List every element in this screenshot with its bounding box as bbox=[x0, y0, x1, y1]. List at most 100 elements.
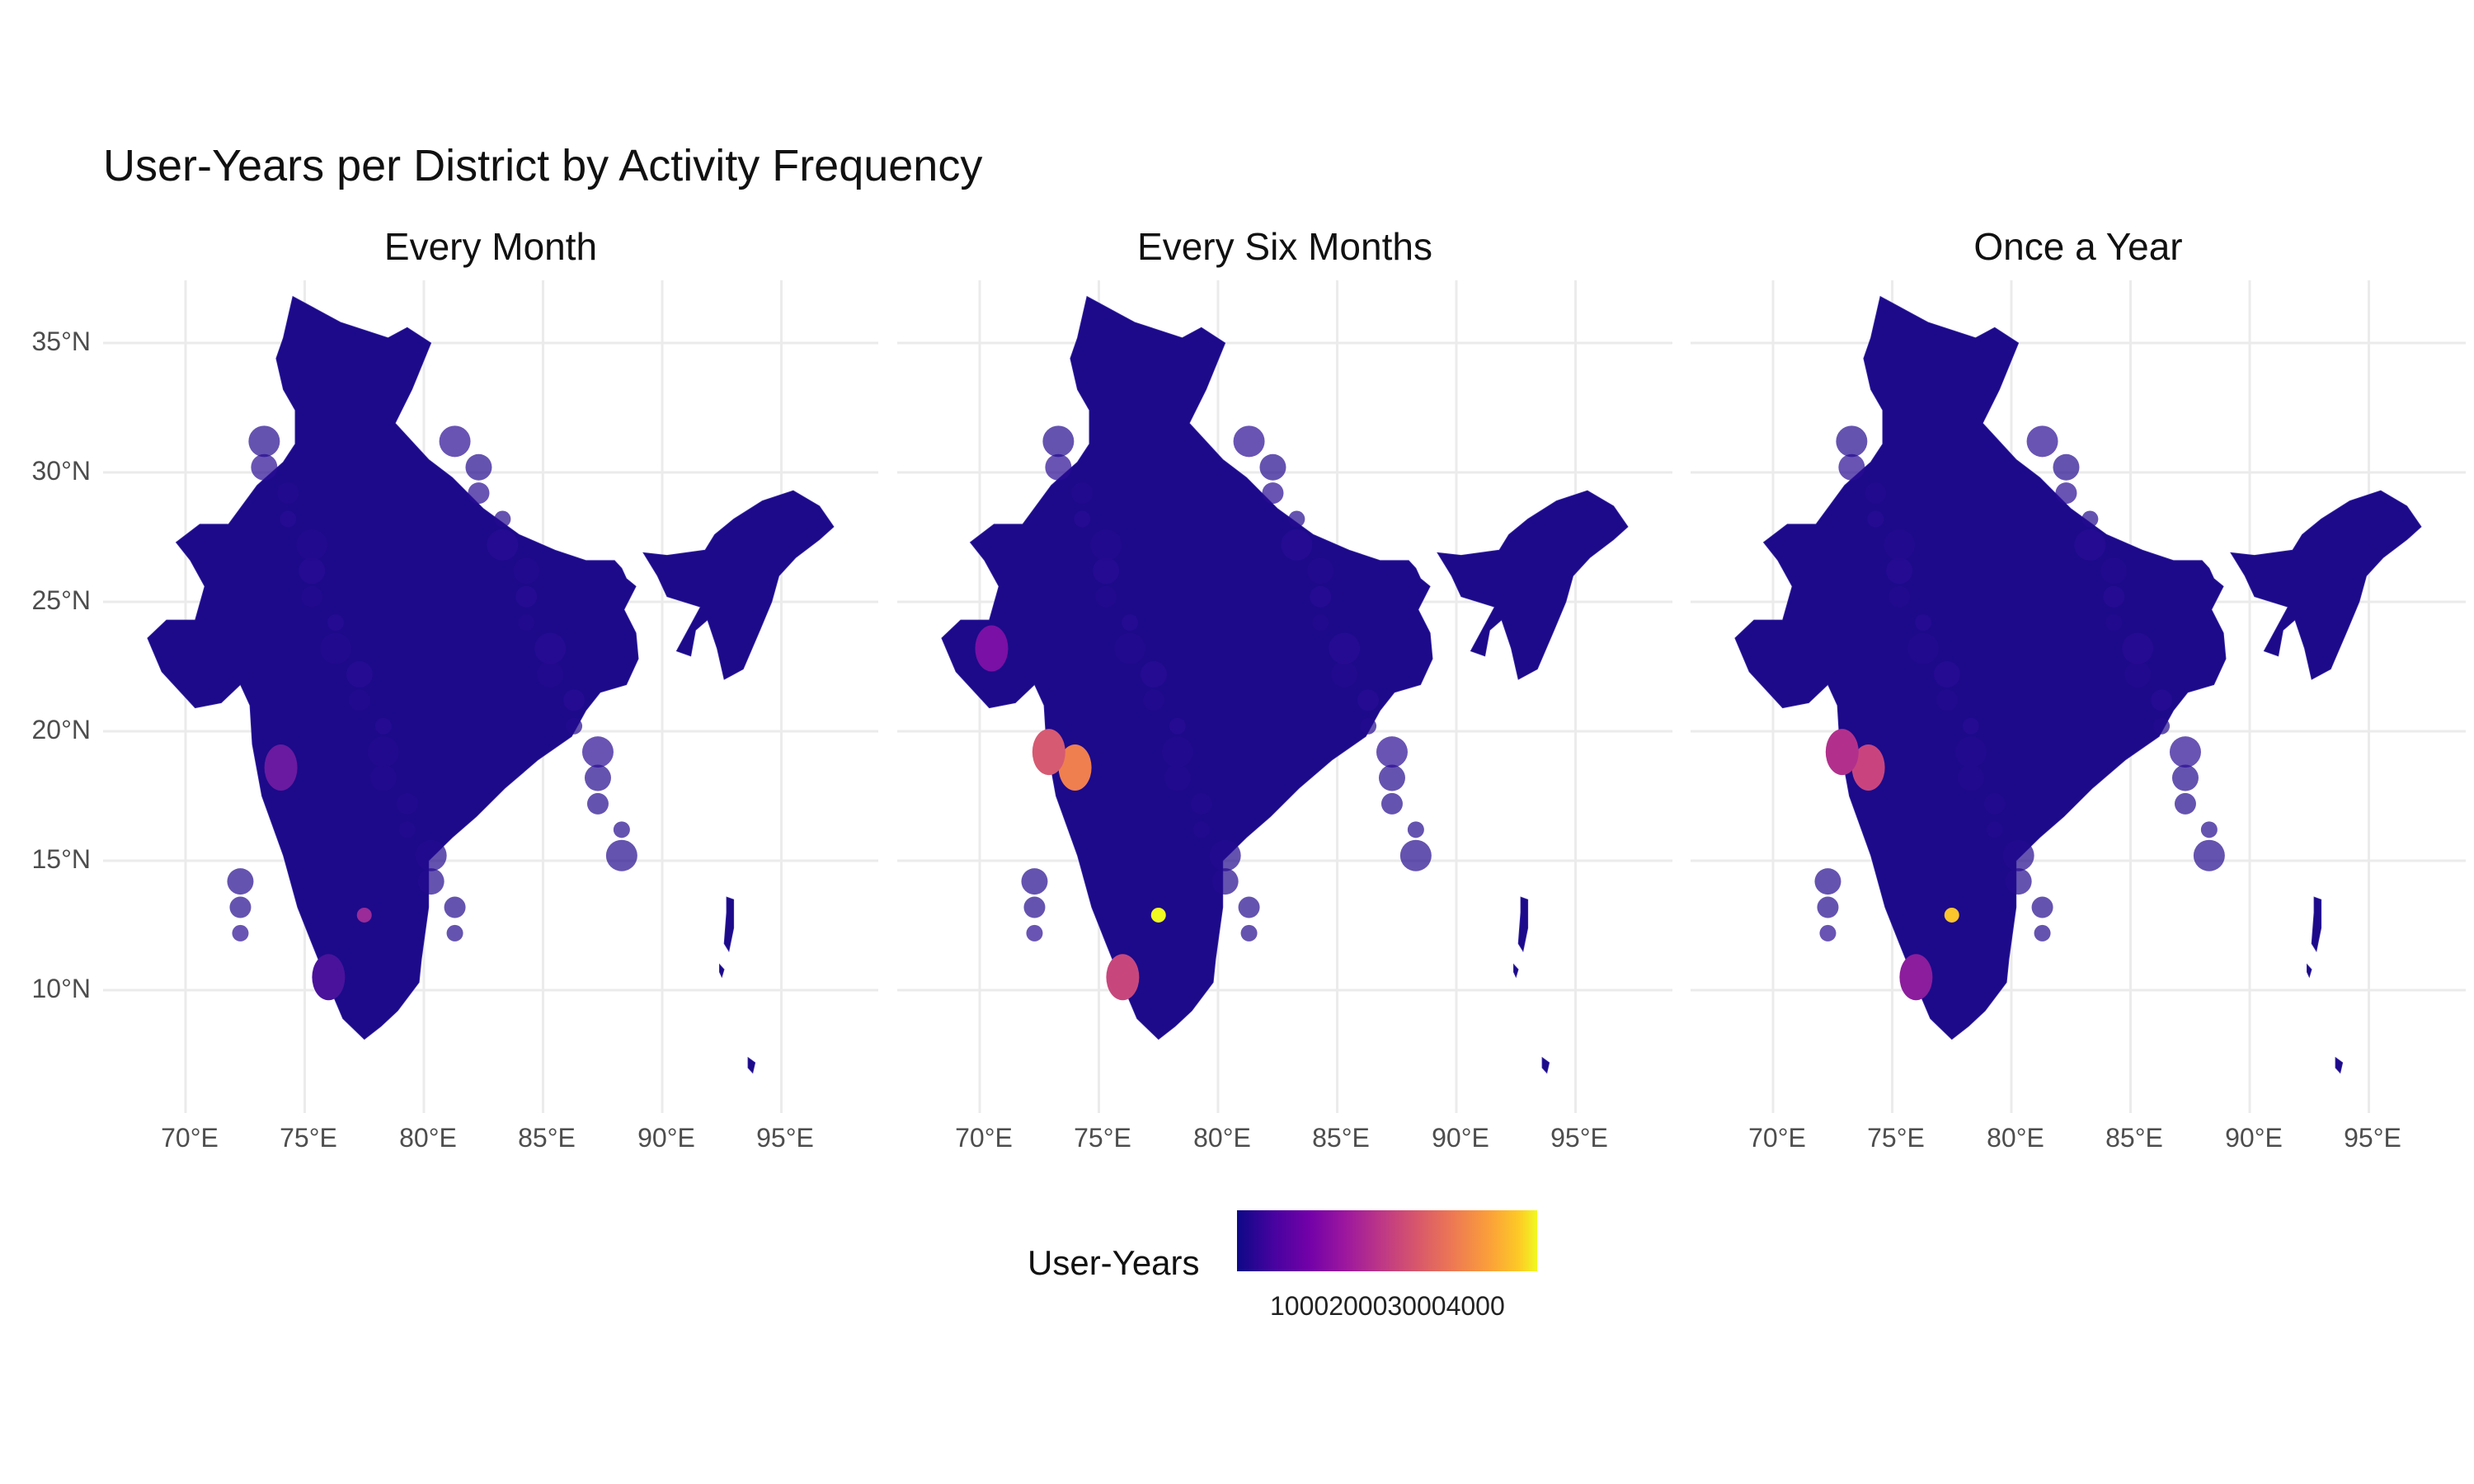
district-shade bbox=[346, 660, 373, 688]
district-shade bbox=[2081, 510, 2099, 528]
x-tick-label: 80°E bbox=[1987, 1123, 2044, 1153]
district-hotspot bbox=[975, 625, 1009, 672]
district-shade bbox=[1819, 924, 1837, 942]
district-shade bbox=[2002, 839, 2034, 871]
andaman-islands bbox=[1517, 896, 1529, 952]
x-tick-label: 90°E bbox=[2225, 1123, 2283, 1153]
district-shade bbox=[1122, 614, 1139, 632]
district-hotspot bbox=[356, 907, 372, 923]
india-mainland bbox=[941, 295, 1433, 1040]
district-shade bbox=[369, 764, 397, 791]
district-shade bbox=[605, 839, 637, 871]
facet-title-once-a-year: Once a Year bbox=[1973, 225, 2183, 268]
district-shade bbox=[2103, 585, 2125, 608]
andaman-islands bbox=[2307, 963, 2312, 979]
andaman-islands bbox=[1541, 1056, 1550, 1074]
district-shade bbox=[1884, 528, 1916, 561]
district-shade bbox=[468, 482, 490, 505]
x-tick-label: 85°E bbox=[518, 1123, 576, 1153]
district-hotspot bbox=[264, 744, 298, 791]
district-shade bbox=[563, 689, 586, 711]
district-shade bbox=[280, 510, 297, 528]
district-shade bbox=[2055, 482, 2077, 505]
district-shade bbox=[1915, 614, 1932, 632]
district-shade bbox=[2151, 689, 2173, 711]
district-shade bbox=[1983, 792, 2006, 815]
district-hotspot bbox=[1825, 729, 1859, 776]
district-shade bbox=[1376, 736, 1408, 768]
district-shade bbox=[2171, 764, 2199, 791]
district-shade bbox=[1307, 557, 1334, 585]
district-shade bbox=[1161, 736, 1193, 768]
district-shade bbox=[586, 792, 609, 815]
y-tick-label: 20°N bbox=[31, 715, 92, 744]
district-shade bbox=[417, 868, 444, 895]
district-shade bbox=[1380, 792, 1403, 815]
x-tick-label: 85°E bbox=[2105, 1123, 2163, 1153]
x-tick-label: 70°E bbox=[161, 1123, 219, 1153]
district-shade bbox=[1867, 510, 1884, 528]
district-shade bbox=[439, 425, 471, 458]
x-tick-label: 75°E bbox=[1867, 1123, 1925, 1153]
district-shade bbox=[415, 839, 447, 871]
district-shade bbox=[1836, 425, 1868, 458]
x-tick-label: 85°E bbox=[1312, 1123, 1370, 1153]
district-shade bbox=[398, 821, 416, 838]
district-shade bbox=[1192, 821, 1210, 838]
district-hotspot bbox=[1851, 744, 1885, 791]
district-shade bbox=[1329, 632, 1361, 665]
district-shade bbox=[2169, 736, 2201, 768]
district-shade bbox=[1838, 453, 1865, 481]
district-shade bbox=[1331, 660, 1358, 688]
district-shade bbox=[1407, 821, 1424, 838]
district-shade bbox=[320, 632, 352, 665]
district-shade bbox=[2124, 660, 2152, 688]
district-shade bbox=[613, 821, 630, 838]
district-shade bbox=[232, 924, 249, 942]
district-hotspot bbox=[1032, 729, 1065, 776]
district-shade bbox=[2005, 868, 2032, 895]
district-shade bbox=[2100, 557, 2128, 585]
district-shade bbox=[1093, 557, 1120, 585]
district-shade bbox=[1886, 557, 1913, 585]
district-shade bbox=[1288, 510, 1305, 528]
district-shade bbox=[2105, 614, 2123, 632]
district-shade bbox=[494, 510, 511, 528]
andaman-islands bbox=[1513, 963, 1519, 979]
legend-title: User-Years bbox=[1028, 1243, 1200, 1282]
district-shade bbox=[2153, 717, 2171, 735]
district-shade bbox=[513, 557, 540, 585]
district-shade bbox=[1378, 764, 1405, 791]
india-northeast bbox=[1437, 490, 1629, 680]
map-panel-once-a-year bbox=[1691, 280, 2466, 1113]
page-title: User-Years per District by Activity Freq… bbox=[103, 141, 983, 190]
map-panel-every-month bbox=[103, 280, 878, 1113]
district-shade bbox=[1357, 689, 1380, 711]
india-mainland bbox=[147, 295, 639, 1040]
district-shade bbox=[1262, 482, 1284, 505]
district-shade bbox=[1209, 839, 1241, 871]
district-shade bbox=[227, 868, 254, 895]
district-shade bbox=[465, 453, 492, 481]
district-shade bbox=[444, 896, 466, 918]
district-shade bbox=[299, 557, 326, 585]
district-shade bbox=[1957, 764, 1984, 791]
district-shade bbox=[2122, 632, 2154, 665]
district-shade bbox=[277, 482, 299, 505]
district-shade bbox=[446, 924, 463, 942]
y-tick-label: 10°N bbox=[31, 974, 92, 1003]
district-shade bbox=[1865, 482, 1887, 505]
district-shade bbox=[2031, 896, 2053, 918]
x-tick-label: 80°E bbox=[399, 1123, 457, 1153]
district-shade bbox=[1026, 924, 1043, 942]
district-shade bbox=[229, 896, 252, 918]
district-shade bbox=[1045, 453, 1072, 481]
district-shade bbox=[1814, 868, 1841, 895]
district-shade bbox=[1986, 821, 2003, 838]
district-shade bbox=[1142, 689, 1164, 711]
district-shade bbox=[301, 585, 323, 608]
district-shade bbox=[581, 736, 614, 768]
district-hotspot bbox=[1150, 907, 1166, 923]
district-shade bbox=[1240, 924, 1258, 942]
district-shade bbox=[2074, 528, 2106, 561]
